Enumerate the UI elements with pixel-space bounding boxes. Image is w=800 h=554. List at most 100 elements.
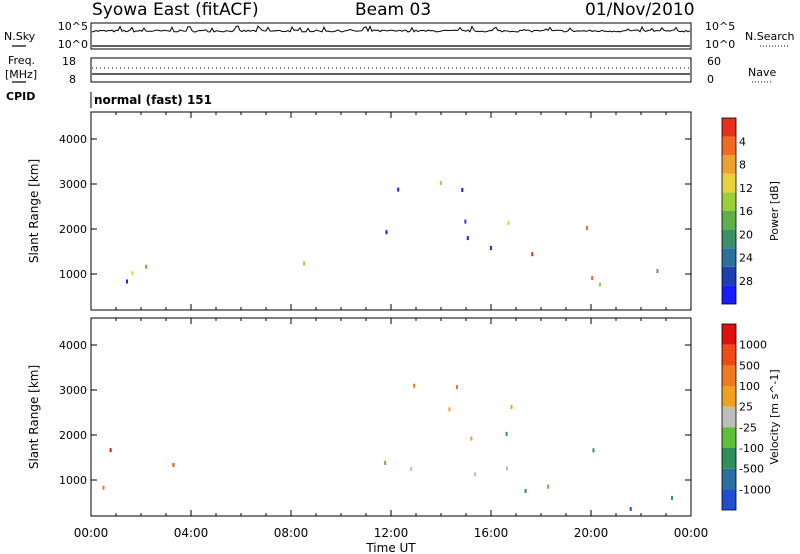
power-ytick-label: 3000 bbox=[59, 178, 87, 191]
velocity-colorbar-tick-label: 1000 bbox=[739, 339, 767, 352]
power-ytick-label: 1000 bbox=[59, 268, 87, 281]
power-colorbar-tick-label: 8 bbox=[739, 159, 746, 172]
velocity-echo-cell bbox=[413, 383, 416, 388]
power-echo-cells bbox=[126, 181, 659, 287]
power-colorbar-swatch bbox=[722, 155, 736, 174]
noise-panel: N.Sky 10^5 10^0 10^5 10^0 N.Search bbox=[4, 20, 795, 51]
velocity-echo-cell bbox=[506, 466, 508, 471]
power-echo-cell bbox=[131, 271, 134, 276]
velocity-echo-cell bbox=[474, 472, 477, 477]
noise-panel-frame bbox=[90, 22, 692, 50]
power-echo-cell bbox=[656, 269, 659, 273]
velocity-colorbar-tick-label: -1000 bbox=[739, 483, 771, 496]
velocity-colorbar: 1000 500 100 25 -25 -100 -500 -1000 Velocity [m … bbox=[721, 323, 781, 511]
velocity-echo-cell bbox=[505, 431, 508, 436]
power-colorbar-swatch bbox=[722, 173, 736, 193]
velocity-echo-cell bbox=[592, 448, 595, 453]
nave-label: Nave bbox=[748, 66, 776, 79]
noise-right-label: N.Search bbox=[745, 30, 795, 43]
power-colorbar-tick-label: 4 bbox=[739, 135, 746, 148]
x-tick-label: 20:00 bbox=[574, 526, 609, 540]
power-ytick-label: 4000 bbox=[59, 133, 87, 146]
x-tick-label: 08:00 bbox=[274, 526, 309, 540]
velocity-colorbar-tick-label: 25 bbox=[739, 401, 753, 414]
power-ylabel: Slant Range [km] bbox=[27, 159, 41, 263]
power-echo-cell bbox=[598, 282, 601, 287]
x-tick-label: 04:00 bbox=[174, 526, 209, 540]
velocity-ytick-label: 3000 bbox=[59, 384, 87, 397]
power-echo-cell bbox=[303, 261, 306, 266]
cpid-value: normal (fast) 151 bbox=[94, 93, 212, 107]
velocity-colorbar-swatch bbox=[722, 324, 736, 345]
velocity-echo-cell bbox=[671, 495, 673, 500]
power-echo-cell bbox=[439, 181, 442, 186]
power-echo-cell bbox=[507, 221, 510, 226]
station-title: Syowa East (fitACF) bbox=[92, 0, 259, 20]
power-echo-cell bbox=[461, 188, 464, 192]
velocity-echo-cell bbox=[470, 436, 473, 441]
x-axis-ticks: 00:00 04:00 08:00 12:00 16:00 20:00 00:00 bbox=[74, 526, 709, 540]
velocity-echo-cell bbox=[384, 460, 387, 465]
power-echo-cell bbox=[586, 226, 588, 230]
x-tick-label: 12:00 bbox=[374, 526, 409, 540]
velocity-colorbar-frame bbox=[721, 323, 737, 511]
velocity-echo-cell bbox=[448, 407, 451, 412]
beam-title: Beam 03 bbox=[355, 0, 431, 20]
power-colorbar-swatch bbox=[722, 136, 736, 156]
velocity-colorbar-tick-label: -500 bbox=[739, 463, 764, 476]
power-echo-cell bbox=[591, 276, 594, 280]
noise-left-tick-top: 10^5 bbox=[58, 20, 88, 33]
freq-right-tick-bottom: 0 bbox=[707, 73, 714, 86]
x-axis-label: Time UT bbox=[365, 541, 416, 554]
noise-trace bbox=[91, 24, 691, 47]
power-colorbar-frame bbox=[721, 117, 737, 305]
noise-left-tick-bottom: 10^0 bbox=[58, 38, 88, 51]
velocity-echo-cell bbox=[456, 385, 458, 389]
power-colorbar-tick-label: 24 bbox=[739, 252, 753, 265]
cpid-label: CPID bbox=[6, 90, 35, 103]
velocity-colorbar-swatch bbox=[722, 386, 736, 407]
power-echo-cell bbox=[531, 252, 534, 257]
power-colorbar-swatch bbox=[722, 192, 736, 211]
power-echo-cell bbox=[397, 187, 400, 192]
power-ytick-label: 2000 bbox=[59, 223, 87, 236]
power-echo-cell bbox=[145, 264, 148, 269]
freq-left-label: Freq. bbox=[8, 54, 35, 67]
power-colorbar-tick-label: 20 bbox=[739, 228, 753, 241]
noise-right-tick-bottom: 10^0 bbox=[705, 38, 735, 51]
power-colorbar-swatch bbox=[722, 118, 736, 137]
freq-left-tick-top: 18 bbox=[62, 55, 76, 68]
velocity-colorbar-swatch bbox=[722, 365, 736, 386]
velocity-colorbar-swatch bbox=[722, 427, 736, 448]
velocity-colorbar-swatch bbox=[722, 489, 736, 510]
power-colorbar-tick-label: 28 bbox=[739, 275, 753, 288]
freq-right-tick-top: 60 bbox=[707, 55, 721, 68]
velocity-colorbar-label: Velocity [m s^-1] bbox=[768, 369, 781, 464]
velocity-echo-cell bbox=[629, 507, 632, 511]
velocity-colorbar-tick-label: -100 bbox=[739, 442, 764, 455]
freq-panel-frame bbox=[90, 57, 692, 83]
velocity-echo-cell bbox=[410, 467, 413, 471]
velocity-echo-cells bbox=[102, 383, 673, 511]
velocity-echo-cell bbox=[109, 448, 112, 453]
velocity-echo-cell bbox=[172, 463, 175, 467]
noise-sky-line bbox=[91, 24, 691, 33]
velocity-echo-cell bbox=[524, 489, 527, 493]
power-colorbar-swatch bbox=[722, 248, 736, 267]
power-echo-cell bbox=[385, 230, 388, 235]
noise-left-label: N.Sky bbox=[4, 30, 36, 43]
velocity-echo-cell bbox=[102, 485, 105, 490]
x-tick-label: 00:00 bbox=[74, 526, 109, 540]
velocity-echo-cell bbox=[547, 484, 550, 489]
date-title: 01/Nov/2010 bbox=[585, 0, 695, 20]
freq-left-tick-bottom: 8 bbox=[69, 73, 76, 86]
velocity-colorbar-swatch bbox=[722, 344, 736, 366]
power-background bbox=[91, 112, 691, 310]
power-colorbar: 4 8 12 16 20 24 28 Power [dB] bbox=[721, 117, 781, 305]
velocity-ytick-label: 1000 bbox=[59, 474, 87, 487]
power-colorbar-tick-label: 16 bbox=[739, 205, 753, 218]
power-echo-cell bbox=[466, 236, 469, 241]
power-colorbar-swatch bbox=[722, 229, 736, 249]
